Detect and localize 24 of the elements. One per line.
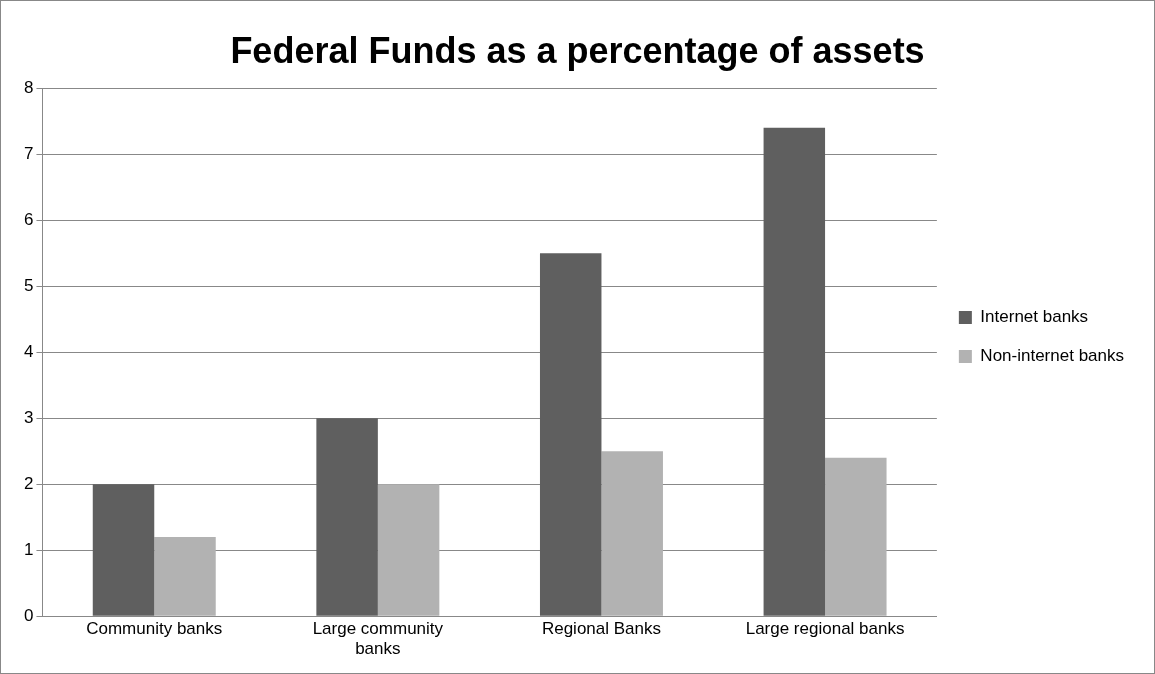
y-tick-label: 4 xyxy=(23,341,34,361)
bar xyxy=(825,457,887,616)
x-tick-label: Large regional banks xyxy=(745,619,905,639)
y-tick-label: 1 xyxy=(23,539,34,559)
bar xyxy=(154,537,216,616)
legend-label: Non-internet banks xyxy=(980,346,1124,366)
y-tick-label: 5 xyxy=(23,275,34,295)
bar xyxy=(316,418,378,616)
bar xyxy=(92,484,155,616)
bar xyxy=(601,451,663,616)
x-tick-label: Large community banks xyxy=(312,619,444,659)
x-tick-label: Regional Banks xyxy=(541,619,661,639)
bar xyxy=(377,484,440,616)
bar xyxy=(539,253,602,616)
bar xyxy=(763,127,826,616)
y-tick-label: 7 xyxy=(23,143,34,163)
y-tick-label: 3 xyxy=(23,407,34,427)
y-tick-label: 2 xyxy=(23,473,34,493)
y-tick-label: 8 xyxy=(23,77,34,97)
y-tick-label: 6 xyxy=(23,209,34,229)
chart-title: Federal Funds as a percentage of assets xyxy=(230,29,925,71)
x-tick-label: Community banks xyxy=(86,619,223,639)
y-tick-label: 0 xyxy=(23,605,34,625)
legend-label: Internet banks xyxy=(980,307,1089,327)
